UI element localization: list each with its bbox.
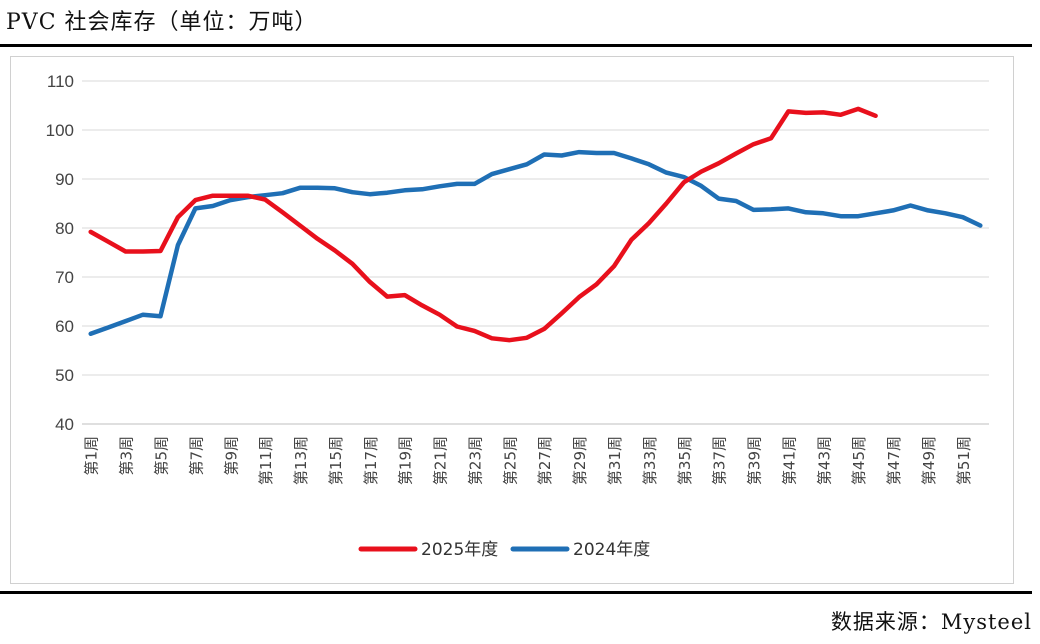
bottom-divider: [0, 591, 1032, 594]
x-tick-label: 第3周: [118, 436, 136, 476]
x-tick-label: 第7周: [187, 436, 205, 476]
x-tick-label: 第39周: [746, 436, 764, 485]
legend-label: 2025年度: [421, 540, 498, 560]
data-source-note: 数据来源：Mysteel: [830, 610, 1032, 634]
x-tick-label: 第47周: [885, 436, 903, 485]
y-tick-label: 80: [55, 219, 74, 238]
x-tick-label: 第25周: [501, 436, 519, 485]
y-tick-label: 60: [55, 317, 74, 336]
x-tick-label: 第33周: [641, 436, 659, 485]
y-axis-ticks: 40 50 60 70 80 90 100 110: [46, 72, 74, 434]
y-tick-label: 90: [55, 170, 74, 189]
x-tick-label: 第9周: [222, 436, 240, 476]
top-divider: [0, 44, 1032, 47]
x-tick-label: 第51周: [955, 436, 973, 485]
x-tick-label: 第19周: [397, 436, 415, 485]
series-line-2024: [88, 149, 983, 337]
y-tick-label: 50: [55, 366, 74, 385]
x-tick-label: 第45周: [850, 436, 868, 485]
x-tick-label: 第27周: [536, 436, 554, 485]
x-tick-label: 第13周: [292, 436, 310, 485]
series-line-2025: [88, 106, 878, 343]
gridlines: [82, 80, 989, 425]
legend: 2025年度 2024年度: [358, 540, 650, 560]
x-tick-label: 第29周: [571, 436, 589, 485]
x-tick-label: 第5周: [152, 436, 170, 476]
x-tick-label: 第21周: [432, 436, 450, 485]
x-tick-label: 第17周: [362, 436, 380, 485]
x-tick-label: 第37周: [711, 436, 729, 485]
x-tick-label: 第43周: [815, 436, 833, 485]
x-tick-label: 第41周: [780, 436, 798, 485]
y-tick-label: 40: [55, 415, 74, 434]
x-tick-label: 第23周: [466, 436, 484, 485]
y-tick-label: 100: [46, 121, 74, 140]
legend-label: 2024年度: [573, 540, 650, 560]
x-tick-label: 第49周: [920, 436, 938, 485]
y-tick-label: 70: [55, 268, 74, 287]
x-tick-label: 第31周: [606, 436, 624, 485]
x-axis-ticks: 第1周 第3周 第5周 第7周 第9周 第11周 第13周 第15周 第17周 第19周 第21周第…: [83, 436, 973, 485]
x-tick-label: 第1周: [83, 436, 101, 476]
series-lines: [88, 106, 983, 343]
x-tick-label: 第11周: [257, 436, 275, 485]
chart-area: 40 50 60 70 80 90 100 110 第1周 第3周 第5周 第7周 第9周 第11周 第1…: [10, 56, 1014, 584]
x-tick-label: 第35周: [676, 436, 694, 485]
x-tick-label: 第15周: [327, 436, 345, 485]
y-tick-label: 110: [47, 72, 74, 91]
chart-title: PVC 社会库存（单位：万吨）: [6, 10, 318, 35]
